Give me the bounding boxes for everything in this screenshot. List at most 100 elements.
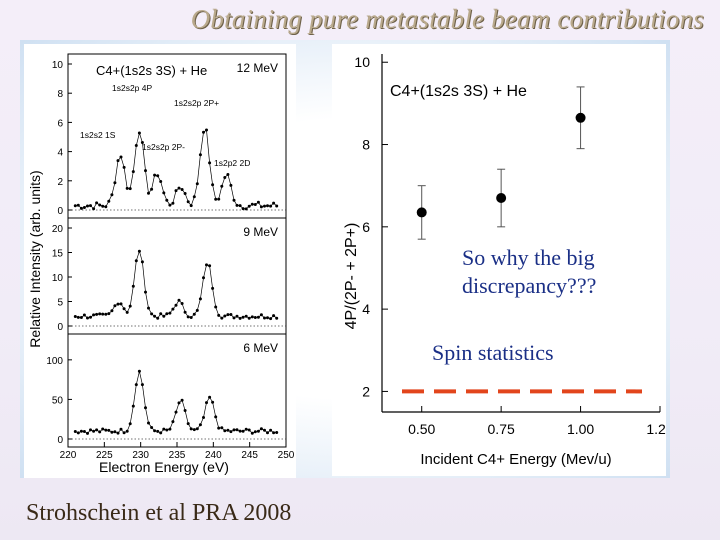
spectrum-data-point [177,298,181,302]
spectrum-data-point [208,264,212,268]
spectrum-data-point [101,312,105,316]
spectrum-data-point [82,313,86,317]
spectrum-data-point [226,428,230,432]
spectrum-data-point [198,153,202,157]
spectrum-data-point [195,427,199,431]
spectrum-data-point [263,428,266,432]
spectrum-data-point [82,206,86,209]
spectrum-data-point [168,203,172,207]
ratio-y-tick-label: 6 [362,219,370,235]
spectrum-data-point [244,427,248,431]
spectrum-data-point [241,315,245,319]
spectrum-data-point [98,430,102,434]
spectrum-data-point [214,197,218,201]
spectrum-data-point [119,302,123,306]
spectrum-data-point [202,130,205,134]
spectrum-data-point [156,429,160,433]
spectrum-data-point [79,206,83,210]
x-tick-label: 220 [60,450,77,461]
spectrum-data-point [223,314,227,318]
spectrum-data-point [256,200,260,204]
spectrum-data-point [238,316,242,320]
spectrum-data-point [238,204,242,208]
spectrum-data-point [113,304,117,308]
spectrum-data-point [256,315,260,319]
spectrum-data-point [253,203,257,206]
spectrum-data-point [208,161,212,165]
spectrum-data-point [223,176,227,179]
y-tick-label: 8 [57,89,63,100]
spectra-panel-background [24,44,296,478]
spectrum-data-point [174,410,178,414]
spectrum-data-point [92,429,96,433]
spectrum-data-point [202,416,205,419]
spectrum-data-point [259,427,263,431]
spectrum-data-point [171,307,175,311]
spectrum-data-point [250,202,254,206]
spectrum-data-point [244,314,248,318]
spectrum-data-point [266,431,269,435]
spectrum-data-point [82,430,86,433]
spectrum-data-point [116,302,120,306]
spin-statistics-note: Spin statistics [432,340,554,365]
spectrum-data-point [183,409,187,412]
spectrum-data-point [125,429,129,433]
spectrum-data-point [144,290,147,294]
spectrum-data-point [104,428,108,432]
spectrum-data-point [253,430,257,434]
spectrum-data-point [128,304,132,308]
spectrum-data-point [259,313,263,317]
spectrum-data-point [205,128,208,132]
spectrum-data-point [162,314,166,318]
spectrum-data-point [107,428,111,432]
spectrum-data-point [156,316,160,320]
spectrum-data-point [119,427,123,431]
spectrum-data-point [180,188,184,191]
spectrum-data-point [238,429,242,433]
spectrum-data-point [232,316,236,320]
spectrum-data-point [189,316,193,319]
spectrum-data-point [189,204,193,208]
spectrum-data-point [266,204,269,208]
spectrum-trace [75,249,277,319]
spectrum-data-point [150,187,154,191]
y-tick-label: 6 [57,118,63,129]
spectrum-data-point [86,204,89,208]
ratio-data-point [416,207,427,218]
spectrum-data-point [214,415,218,419]
spectrum-data-point [272,431,276,435]
spectrum-data-point [104,205,108,209]
spectrum-data-point [113,181,117,185]
spectrum-data-point [195,308,199,312]
peak-annotation: 1s2s2p 4P [112,83,152,93]
ratio-x-tick-label: 1.00 [567,421,594,437]
spectrum-data-point [235,314,239,318]
spectrum-data-point [162,191,166,195]
spectrum-data-point [159,180,163,183]
spectrum-data-point [156,174,160,178]
spectrum-data-point [140,383,144,387]
spectrum-data-point [86,431,89,435]
spectrum-data-point [134,259,138,263]
spectrum-data-point [137,131,141,135]
spectrum-data-point [229,313,233,316]
spectrum-data-point [76,315,80,319]
spectrum-data-point [259,205,263,209]
spectrum-data-point [79,429,83,433]
spectrum-data-point [147,306,150,310]
spectrum-data-point [247,428,251,432]
ratio-y-tick-label: 10 [354,54,370,70]
spectrum-data-point [153,173,157,177]
spectrum-data-point [137,249,141,253]
spectra-chart: 0 2 4 6 8 10 12 MeV 0 5 10 15 20 9 MeV 0 50 100 6 MeV C4+… [27,53,295,475]
spectrum-trace [75,371,277,434]
spectrum-data-point [272,314,276,318]
spectrum-data-point [76,431,80,435]
spectrum-data-point [144,169,147,173]
ratio-panel-background [332,44,666,476]
spectrum-data-point [235,203,239,207]
spectrum-data-point [107,312,111,316]
spectrum-data-point [177,186,181,190]
y-tick-label: 2 [57,177,63,188]
spectrum-data-point [180,302,184,305]
